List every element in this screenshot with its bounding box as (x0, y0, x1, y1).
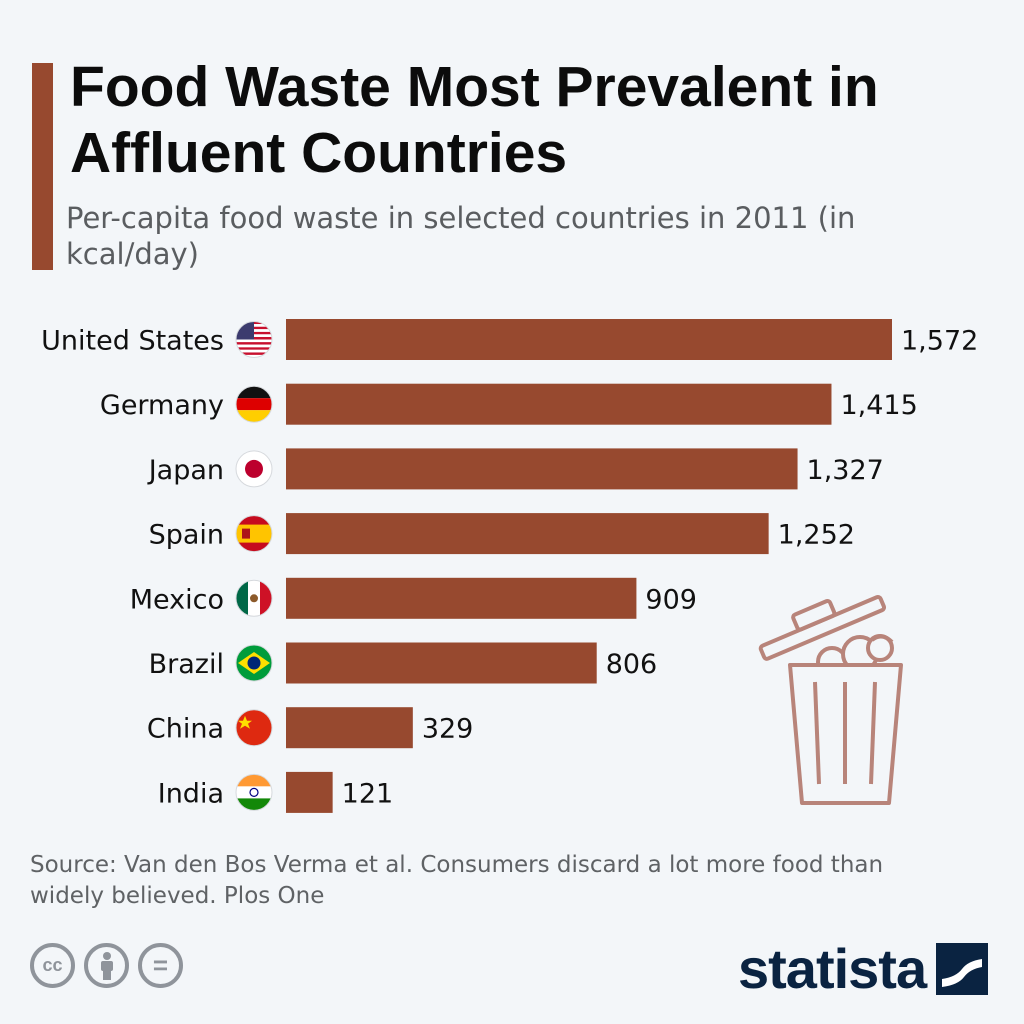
value-label: 909 (645, 584, 697, 615)
india-flag-icon (235, 773, 273, 811)
chart-subtitle: Per-capita food waste in selected countr… (66, 201, 856, 271)
statista-mark-icon (936, 942, 989, 995)
category-label: Germany (100, 390, 224, 421)
category-label: Brazil (149, 649, 224, 680)
value-label: 1,572 (901, 326, 978, 357)
license-icons: cc = (30, 943, 183, 988)
brazil-flag-icon (235, 644, 273, 682)
germany-flag-icon (235, 385, 273, 423)
bar-germany (286, 383, 832, 425)
value-label: 1,252 (778, 520, 855, 551)
category-label: India (158, 778, 224, 809)
spain-flag-icon (235, 515, 273, 553)
china-flag-icon (235, 709, 273, 747)
category-label: China (147, 714, 224, 745)
no-derivatives-icon[interactable]: = (138, 943, 183, 988)
value-label: 329 (422, 714, 474, 745)
page-title: Food Waste Most Prevalent in Affluent Co… (70, 55, 879, 185)
category-label: United States (41, 326, 224, 357)
mexico-flag-icon (235, 579, 273, 617)
bar-mexico (286, 577, 637, 619)
us-flag-icon (235, 321, 273, 358)
bar-china (286, 707, 413, 749)
category-label: Spain (149, 520, 224, 551)
value-label: 1,327 (807, 455, 884, 486)
source-note: Source: Van den Bos Verma et al. Consume… (30, 852, 884, 909)
japan-flag-icon (235, 450, 273, 488)
bar-spain (286, 513, 769, 555)
category-label: Mexico (130, 584, 224, 615)
bar-brazil (286, 642, 597, 684)
category-label: Japan (147, 455, 224, 486)
brand-name: statista (738, 937, 927, 1000)
cc-icon[interactable]: cc (30, 943, 75, 988)
bar-chart: 1,572 United States 1,415 Germany 1,327 Japan… (41, 319, 978, 813)
trash-can-icon (758, 594, 903, 805)
bar-india (286, 771, 333, 813)
value-label: 1,415 (840, 390, 917, 421)
value-label: 806 (606, 649, 658, 680)
bar-japan (286, 448, 798, 490)
statista-logo[interactable]: statista (738, 936, 989, 1001)
attribution-icon[interactable] (84, 943, 129, 988)
bar-united-states (286, 319, 892, 360)
value-label: 121 (342, 778, 394, 809)
title-accent-bar (32, 63, 53, 270)
